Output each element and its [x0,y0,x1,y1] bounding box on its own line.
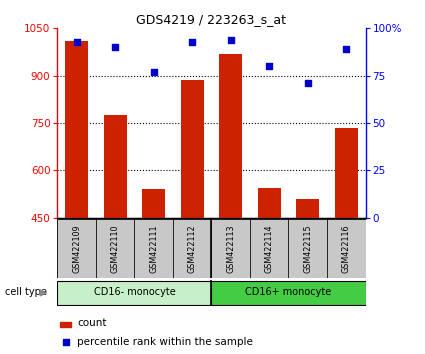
Point [112,45,119,50]
Bar [60,322,71,327]
Point [227,37,234,42]
Point [343,46,350,52]
Point [73,39,80,44]
Bar [96,219,134,278]
Point [189,39,196,44]
Text: GSM422111: GSM422111 [149,224,158,273]
Title: GDS4219 / 223263_s_at: GDS4219 / 223263_s_at [136,13,286,26]
Bar [65,41,88,218]
Bar [327,219,366,278]
Bar [104,115,127,218]
Point [266,63,272,69]
Point [304,80,311,86]
Text: CD16+ monocyte: CD16+ monocyte [245,287,332,297]
Text: GSM422115: GSM422115 [303,224,312,273]
Text: GSM422113: GSM422113 [226,224,235,273]
Bar [211,219,250,278]
Text: GSM422112: GSM422112 [188,224,197,273]
Bar [296,199,319,218]
Bar [57,281,211,305]
Text: GSM422110: GSM422110 [110,224,120,273]
Bar [134,219,173,278]
Text: GSM422116: GSM422116 [342,224,351,273]
Text: GSM422109: GSM422109 [72,224,81,273]
Point [62,339,69,344]
Bar [258,188,281,218]
Point [150,69,157,75]
Text: cell type: cell type [5,287,46,297]
Bar [289,219,327,278]
Bar [211,281,366,305]
Bar [142,189,165,218]
Bar [57,219,96,278]
Bar [219,53,242,218]
Text: percentile rank within the sample: percentile rank within the sample [77,337,253,347]
Text: GSM422114: GSM422114 [265,224,274,273]
Bar [250,219,289,278]
Text: count: count [77,318,107,328]
Bar [181,80,204,218]
Text: CD16- monocyte: CD16- monocyte [94,287,175,297]
Bar [173,219,211,278]
Bar [335,128,358,218]
